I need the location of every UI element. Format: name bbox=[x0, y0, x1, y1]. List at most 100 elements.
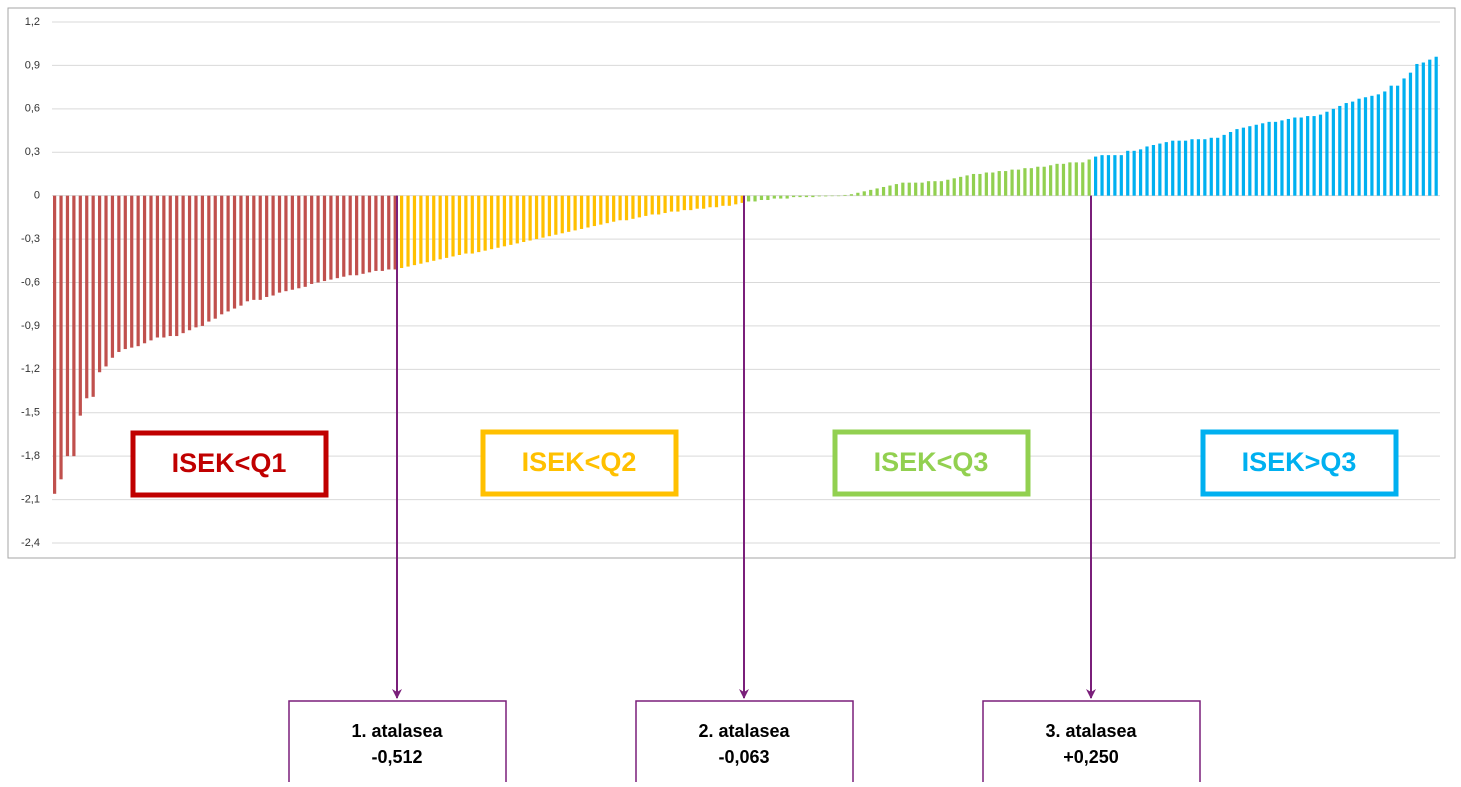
threshold-box bbox=[982, 700, 1201, 786]
bar bbox=[322, 195, 327, 282]
y-tick-label: -2,1 bbox=[21, 493, 40, 505]
bar bbox=[149, 195, 153, 341]
bar bbox=[1363, 97, 1368, 196]
bar bbox=[1376, 94, 1380, 196]
bar bbox=[78, 195, 82, 416]
bar bbox=[271, 195, 275, 296]
y-tick-label: -2,4 bbox=[21, 537, 40, 549]
bar bbox=[1293, 117, 1297, 196]
bar bbox=[727, 195, 731, 206]
threshold-title: 1. atalasea bbox=[351, 721, 443, 741]
bar bbox=[1370, 95, 1374, 196]
bar bbox=[650, 195, 654, 215]
bar bbox=[451, 195, 455, 257]
threshold-value: +0,250 bbox=[1063, 747, 1119, 767]
bar bbox=[258, 195, 262, 300]
bar bbox=[1241, 127, 1246, 196]
bar bbox=[297, 195, 301, 289]
bar bbox=[496, 195, 500, 248]
bar bbox=[1145, 146, 1149, 196]
bar bbox=[1273, 121, 1278, 196]
bar bbox=[747, 195, 751, 202]
bar bbox=[355, 195, 359, 276]
bar bbox=[1228, 131, 1233, 196]
bar bbox=[881, 186, 886, 196]
bar bbox=[1113, 155, 1117, 196]
bar bbox=[708, 195, 712, 208]
bar bbox=[676, 195, 680, 212]
bar bbox=[464, 195, 468, 254]
y-tick-label: 0,3 bbox=[25, 146, 40, 158]
bar bbox=[470, 195, 474, 254]
bar bbox=[252, 195, 256, 300]
bar bbox=[926, 181, 931, 196]
bar bbox=[367, 195, 372, 273]
bar bbox=[894, 184, 899, 196]
bar bbox=[1036, 166, 1040, 196]
bar bbox=[1183, 140, 1188, 196]
bar bbox=[1151, 145, 1156, 196]
bar bbox=[663, 195, 667, 214]
bar bbox=[502, 195, 507, 247]
bar bbox=[290, 195, 294, 290]
bar bbox=[444, 195, 449, 258]
bar bbox=[618, 195, 622, 221]
bar bbox=[1074, 162, 1078, 196]
bar bbox=[200, 195, 205, 326]
bar bbox=[97, 195, 102, 373]
bar bbox=[65, 195, 70, 457]
bar bbox=[303, 195, 307, 287]
bar bbox=[220, 195, 224, 315]
bar bbox=[374, 195, 378, 271]
bar bbox=[817, 195, 821, 197]
bar bbox=[187, 195, 192, 331]
bar bbox=[579, 195, 584, 229]
bar bbox=[547, 195, 552, 237]
bar bbox=[843, 194, 847, 196]
bar bbox=[772, 195, 776, 199]
group-box bbox=[1200, 429, 1399, 497]
bar bbox=[438, 195, 442, 260]
bar bbox=[824, 195, 828, 197]
bar bbox=[612, 195, 616, 222]
bar bbox=[522, 195, 526, 242]
bar bbox=[830, 195, 834, 197]
bar bbox=[1325, 111, 1329, 196]
bar bbox=[586, 195, 590, 228]
bar bbox=[1119, 155, 1123, 196]
bar bbox=[644, 195, 648, 216]
bar bbox=[1428, 59, 1432, 196]
bar bbox=[457, 195, 462, 256]
bar bbox=[91, 195, 95, 397]
y-tick-label: 0,6 bbox=[25, 103, 40, 115]
bar bbox=[175, 195, 179, 337]
bar bbox=[856, 192, 860, 196]
bar bbox=[1106, 155, 1111, 196]
bar bbox=[695, 195, 699, 209]
bar bbox=[1158, 143, 1162, 196]
bar bbox=[946, 179, 950, 196]
bar bbox=[1235, 129, 1239, 196]
bar bbox=[72, 195, 76, 457]
bar bbox=[412, 195, 417, 266]
bar bbox=[605, 195, 609, 224]
bar bbox=[1318, 114, 1323, 196]
bar bbox=[798, 195, 802, 198]
bar bbox=[920, 182, 924, 196]
bar bbox=[432, 195, 436, 261]
group-box bbox=[130, 430, 329, 498]
bar bbox=[329, 195, 333, 280]
bar bbox=[682, 195, 686, 211]
bar bbox=[1312, 116, 1316, 196]
bar bbox=[1055, 163, 1059, 196]
bar bbox=[1196, 139, 1201, 196]
bar bbox=[997, 171, 1001, 196]
bar bbox=[1389, 85, 1393, 196]
bar bbox=[232, 195, 237, 309]
bar bbox=[952, 178, 956, 196]
group-label: ISEK<Q2 bbox=[522, 447, 637, 477]
bar bbox=[387, 195, 391, 270]
bar bbox=[361, 195, 365, 274]
bar bbox=[1267, 121, 1271, 196]
threshold-box bbox=[288, 700, 507, 786]
